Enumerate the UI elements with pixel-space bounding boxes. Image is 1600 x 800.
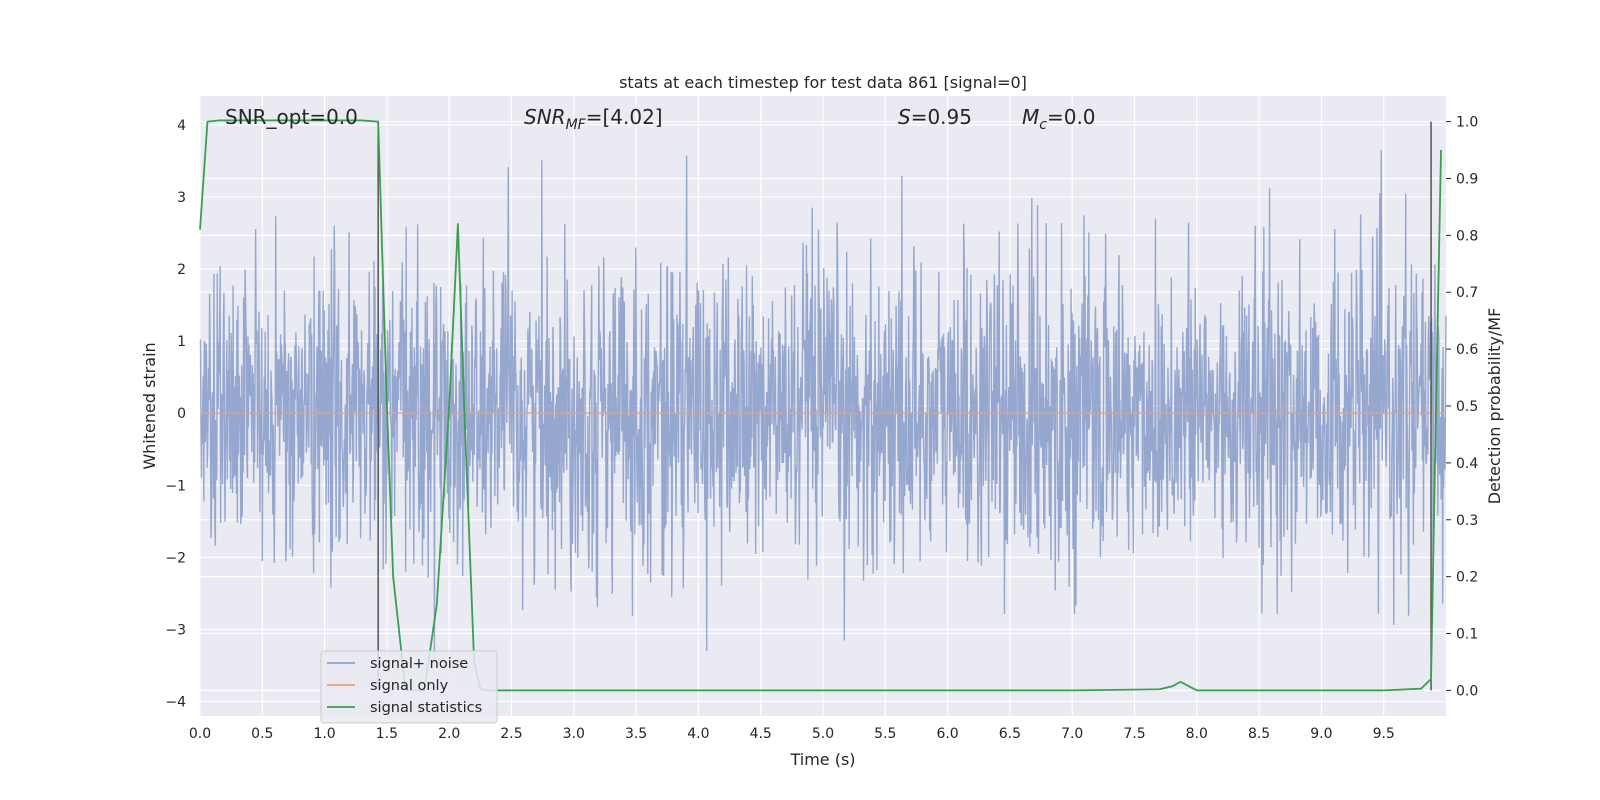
mc-value: =0.0 (1047, 105, 1096, 129)
x-tick-label: 2.5 (500, 726, 522, 742)
x-tick-label: 8.0 (1186, 726, 1208, 742)
annotation-snr-opt: SNR_opt=0.0 (225, 105, 358, 129)
x-tick-label: 0.0 (189, 726, 211, 742)
x-axis-ticks: 0.0 0.5 1.0 1.5 2.0 2.5 3.0 3.5 4.0 4.5 5.0 5.5 6.0 6… (189, 726, 1395, 742)
x-tick-label: 5.5 (874, 726, 896, 742)
y-tick-label: −4 (165, 695, 186, 711)
x-tick-label: 7.5 (1123, 726, 1145, 742)
s-value: =0.95 (911, 105, 972, 129)
signal-noise-series (199, 150, 1447, 665)
y2-axis-ticks: 1.0 0.9 0.8 0.7 0.6 0.5 0.4 0.3 0.2 0.1 0.0 (1446, 115, 1478, 699)
x-tick-label: 4.0 (687, 726, 709, 742)
annotation-snr-mf: SNRMF=[4.02] (524, 105, 663, 133)
y-tick-label: 4 (177, 118, 186, 134)
y-tick-label: −3 (165, 622, 186, 638)
y-tick-label: 2 (177, 262, 186, 278)
mc-sub: c (1039, 117, 1047, 133)
snr-mf-value: =[4.02] (586, 105, 663, 129)
x-tick-label: 4.5 (750, 726, 772, 742)
y2-tick-label: 0.7 (1456, 285, 1478, 301)
annotation-s: S=0.95 (898, 105, 972, 129)
y2-tick-label: 0.0 (1456, 683, 1478, 699)
y-tick-label: −1 (165, 478, 186, 494)
x-tick-label: 9.5 (1373, 726, 1395, 742)
y-tick-label: 1 (177, 334, 186, 350)
x-tick-label: 8.5 (1248, 726, 1270, 742)
x-tick-label: 9.0 (1310, 726, 1332, 742)
annotation-mc: Mc=0.0 (1022, 105, 1096, 133)
legend-label-statistics: signal statistics (370, 700, 482, 716)
y-tick-label: 0 (177, 406, 186, 422)
snr-mf-label: SNR (524, 105, 566, 129)
noise-line (199, 150, 1447, 665)
x-tick-label: 5.0 (812, 726, 834, 742)
snr-mf-sub: MF (566, 117, 587, 133)
x-tick-label: 2.0 (438, 726, 460, 742)
y2-tick-label: 0.4 (1456, 456, 1478, 472)
vertical-markers (377, 121, 1432, 691)
chart-title: stats at each timestep for test data 861… (619, 73, 1027, 92)
x-tick-label: 7.0 (1061, 726, 1083, 742)
x-tick-label: 3.5 (625, 726, 647, 742)
y2-tick-label: 0.1 (1456, 627, 1478, 643)
x-tick-label: 6.5 (999, 726, 1021, 742)
y2-tick-label: 0.2 (1456, 570, 1478, 586)
y-axis-ticks: 4 3 2 1 0 −1 −2 −3 −4 (165, 118, 186, 711)
y2-tick-label: 0.3 (1456, 513, 1478, 529)
legend-label-signal-only: signal only (370, 678, 449, 694)
y2-tick-label: 1.0 (1456, 115, 1478, 131)
mc-label: M (1022, 105, 1039, 129)
legend-box (320, 650, 498, 724)
x-axis-label: Time (s) (789, 750, 855, 769)
y-tick-label: 3 (177, 190, 186, 206)
x-tick-label: 1.5 (376, 726, 398, 742)
y2-tick-label: 0.9 (1456, 171, 1478, 187)
y-tick-label: −2 (165, 550, 186, 566)
y-axis-label: Whitened strain (140, 342, 159, 469)
y2-tick-label: 0.8 (1456, 228, 1478, 244)
s-label: S (898, 105, 911, 129)
y2-tick-label: 0.5 (1456, 399, 1478, 415)
legend-label-noise: signal+ noise (370, 656, 468, 672)
y2-axis-label: Detection probability/MF (1485, 308, 1504, 505)
legend: signal+ noise signal only signal statist… (320, 650, 498, 724)
x-tick-label: 6.0 (936, 726, 958, 742)
x-tick-label: 0.5 (251, 726, 273, 742)
y2-tick-label: 0.6 (1456, 342, 1478, 358)
x-tick-label: 1.0 (313, 726, 335, 742)
x-tick-label: 3.0 (563, 726, 585, 742)
